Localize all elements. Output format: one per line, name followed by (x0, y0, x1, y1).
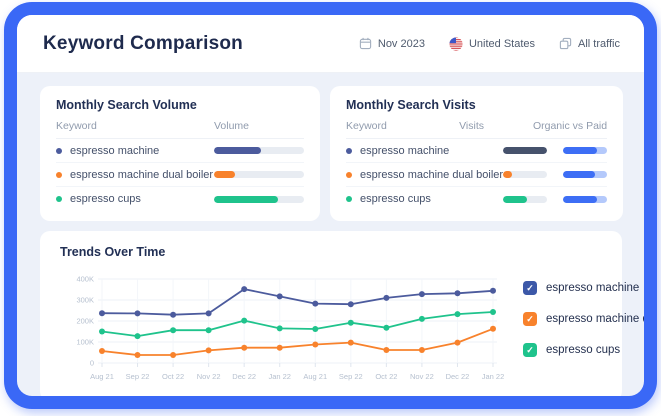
visits-bar (503, 195, 548, 203)
svg-text:Jan 22: Jan 22 (268, 372, 291, 381)
trends-chart: 0 100K 200K 300K 400K Aug 21 Sep 22 Oct 22 Nov 2… (76, 275, 505, 382)
svg-text:0: 0 (90, 359, 94, 368)
column-volume: Volume (214, 120, 250, 132)
trends-content: 0 100K 200K 300K 400K Aug 21 Sep 22 Oct 22 Nov 2… (60, 267, 644, 393)
visits-column-headers: Keyword Visits Organic vs Paid (346, 120, 608, 139)
legend-label: espresso cups (546, 344, 621, 356)
trends-legend: ✓ espresso machine ✓ espresso machine du… (505, 267, 644, 357)
traffic-selector[interactable]: All traffic (559, 37, 620, 50)
legend-item-espresso-machine-dual[interactable]: ✓ espresso machine du... (523, 312, 644, 326)
volume-bar-fill (214, 171, 235, 178)
monthly-search-volume-panel: Monthly Search Volume Keyword Volume esp… (40, 86, 320, 221)
calendar-icon (359, 37, 372, 50)
visits-row: espresso machine dual boiler (346, 163, 608, 187)
visits-row: espresso cups (346, 187, 608, 211)
volume-bar (214, 195, 304, 203)
keyword-dot (346, 196, 352, 202)
visits-bar-fill (503, 147, 548, 154)
us-flag-icon (449, 36, 463, 51)
svg-text:Jan 22: Jan 22 (482, 372, 505, 381)
volume-row: espresso machine dual boiler (56, 163, 304, 187)
volume-bar (214, 147, 304, 154)
volume-bar-fill (214, 195, 278, 203)
svg-text:Aug 21: Aug 21 (90, 372, 114, 381)
volume-bar (214, 171, 304, 178)
column-visits: Visits (459, 120, 484, 132)
keyword-dot (56, 147, 62, 154)
keyword-label: espresso machine (360, 144, 450, 157)
checkbox-checked-icon[interactable]: ✓ (523, 312, 537, 326)
keyword-dot (346, 171, 352, 178)
app-frame: Keyword Comparison Nov 2023 (4, 2, 657, 409)
svg-text:Nov 22: Nov 22 (197, 372, 221, 381)
keyword-dot (56, 171, 62, 178)
legend-item-espresso-machine[interactable]: ✓ espresso machine (523, 281, 644, 295)
volume-row: espresso machine (56, 139, 304, 163)
traffic-selector-label: All traffic (578, 37, 620, 50)
keyword-label: espresso cups (70, 193, 141, 205)
country-selector[interactable]: United States (449, 36, 536, 51)
keyword-label: espresso machine (70, 144, 160, 157)
page-title: Keyword Comparison (43, 32, 243, 54)
keyword-label: espresso cups (360, 193, 431, 205)
visits-panel-title: Monthly Search Visits (346, 98, 476, 112)
visits-bar (503, 171, 548, 178)
visits-bar-fill (503, 171, 513, 178)
keyword-dot (56, 196, 62, 202)
date-selector[interactable]: Nov 2023 (359, 37, 425, 50)
legend-label: espresso machine du... (546, 313, 644, 325)
checkbox-checked-icon[interactable]: ✓ (523, 281, 537, 295)
column-keyword: Keyword (56, 120, 97, 132)
keyword-dot (346, 147, 352, 154)
volume-row: espresso cups (56, 187, 304, 211)
card-header: Keyword Comparison Nov 2023 (17, 15, 644, 73)
card-body: Monthly Search Volume Keyword Volume esp… (17, 73, 644, 396)
svg-text:300K: 300K (76, 296, 94, 305)
svg-text:400K: 400K (76, 275, 94, 284)
monthly-search-visits-panel: Monthly Search Visits Keyword Visits Org… (330, 86, 624, 221)
volume-bar-fill (214, 147, 261, 154)
svg-text:Aug 21: Aug 21 (303, 372, 327, 381)
keyword-label: espresso machine dual boiler (70, 168, 214, 181)
keyword-comparison-card: Keyword Comparison Nov 2023 (17, 15, 644, 396)
svg-text:200K: 200K (76, 317, 94, 326)
volume-panel-title: Monthly Search Volume (56, 98, 197, 112)
visits-bar-fill (503, 195, 527, 203)
visits-bar (503, 147, 548, 154)
trends-over-time-panel: Trends Over Time 0 100K 200K 300K 400K Aug 21… (40, 231, 644, 396)
checkbox-checked-icon[interactable]: ✓ (523, 343, 537, 357)
svg-text:Dec 22: Dec 22 (446, 372, 470, 381)
legend-label: espresso machine (546, 282, 640, 294)
volume-column-headers: Keyword Volume (56, 120, 304, 139)
organic-bar-fill (563, 171, 596, 178)
date-selector-label: Nov 2023 (377, 37, 425, 50)
column-organic-vs-paid: Organic vs Paid (532, 120, 608, 132)
traffic-windows-icon (559, 37, 572, 50)
svg-text:Oct 22: Oct 22 (375, 372, 397, 381)
organic-vs-paid-bar (563, 147, 608, 154)
svg-text:100K: 100K (76, 338, 94, 347)
svg-text:Sep 22: Sep 22 (339, 372, 363, 381)
legend-item-espresso-cups[interactable]: ✓ espresso cups (523, 343, 644, 357)
organic-bar-fill (563, 195, 597, 203)
organic-vs-paid-bar (563, 171, 608, 178)
visits-row: espresso machine (346, 139, 608, 163)
organic-bar-fill (563, 147, 598, 154)
top-row: Monthly Search Volume Keyword Volume esp… (40, 86, 624, 221)
column-keyword: Keyword (346, 120, 387, 132)
svg-text:Oct 22: Oct 22 (162, 372, 184, 381)
keyword-label: espresso machine dual boiler (360, 168, 504, 181)
svg-text:Dec 22: Dec 22 (232, 372, 256, 381)
svg-text:Sep 22: Sep 22 (126, 372, 150, 381)
organic-vs-paid-bar (563, 195, 608, 203)
svg-text:Nov 22: Nov 22 (410, 372, 434, 381)
country-selector-label: United States (468, 37, 536, 50)
header-controls: Nov 2023 (359, 36, 620, 51)
trends-panel-title: Trends Over Time (60, 245, 166, 259)
